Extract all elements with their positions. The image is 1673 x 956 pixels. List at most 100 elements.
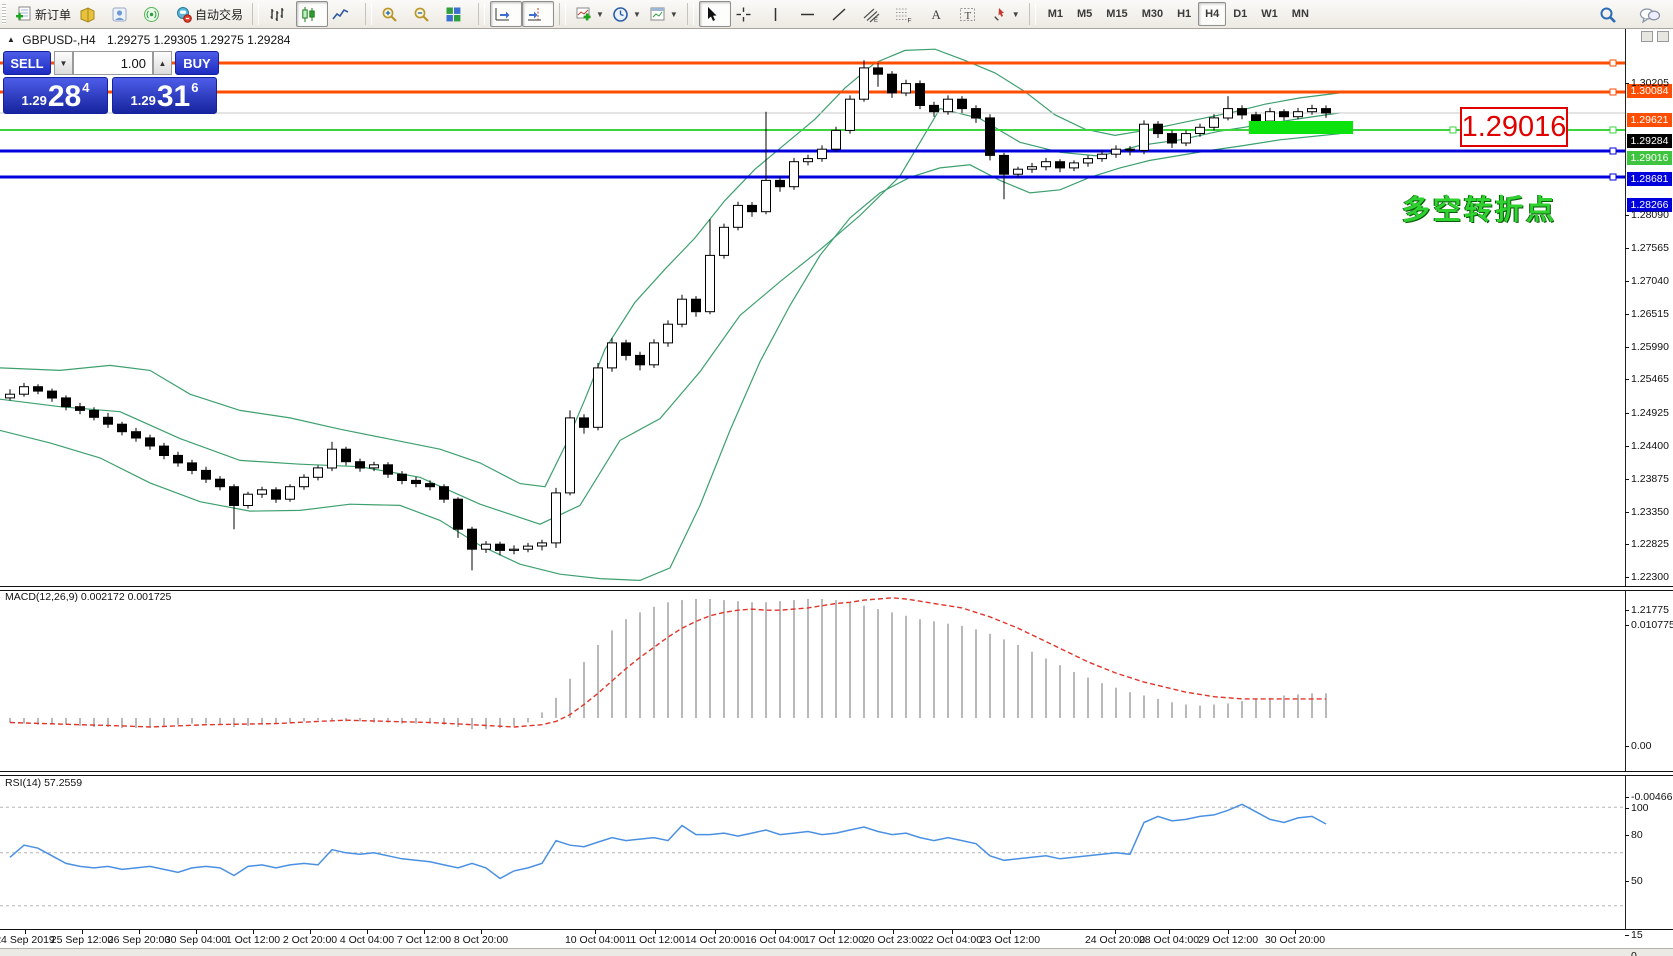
toolbar-grip[interactable]: [2, 4, 6, 24]
candle-body[interactable]: [33, 386, 43, 392]
timeframe-button-m5[interactable]: M5: [1077, 8, 1093, 20]
candle-body[interactable]: [523, 545, 533, 550]
signals-button[interactable]: [139, 1, 171, 27]
chart-plot-area[interactable]: [0, 28, 1625, 956]
candle-body[interactable]: [551, 492, 561, 544]
hline-anchor-1.28266[interactable]: [1609, 173, 1617, 181]
callout-line-anchor[interactable]: [1449, 126, 1457, 134]
buy-price-display[interactable]: 1.29 31 6: [112, 77, 217, 114]
candle-body[interactable]: [915, 83, 925, 106]
candle-body[interactable]: [201, 469, 211, 480]
candle-body[interactable]: [565, 417, 575, 494]
candle-body[interactable]: [509, 548, 519, 551]
sell-button[interactable]: SELL: [3, 51, 51, 75]
candle-body[interactable]: [453, 498, 463, 530]
candle-body[interactable]: [1223, 108, 1233, 119]
candle-body[interactable]: [145, 437, 155, 447]
period-button[interactable]: ▼: [608, 1, 645, 27]
candle-body[interactable]: [1111, 148, 1121, 155]
sell-price-display[interactable]: 1.29 28 4: [3, 77, 108, 114]
timeframe-button-m1[interactable]: M1: [1047, 8, 1063, 20]
candle-body[interactable]: [117, 423, 127, 433]
timeframe-button-d1[interactable]: D1: [1233, 8, 1248, 20]
price-tag-1.28266[interactable]: 1.28266: [1627, 198, 1672, 212]
candle-body[interactable]: [1209, 117, 1219, 128]
price-tag-1.28681[interactable]: 1.28681: [1627, 172, 1672, 186]
candle-body[interactable]: [173, 454, 183, 464]
candle-body[interactable]: [957, 98, 967, 110]
cursor-button[interactable]: [698, 1, 731, 27]
chart-close-icon[interactable]: [1657, 31, 1669, 42]
candle-body[interactable]: [75, 406, 85, 411]
candle-body[interactable]: [761, 179, 771, 213]
cn-note-text[interactable]: 多空转折点: [1402, 194, 1558, 225]
vertical-line-button[interactable]: [763, 1, 795, 27]
candle-body[interactable]: [579, 417, 589, 428]
candle-body[interactable]: [621, 342, 631, 356]
tile-windows-button[interactable]: [441, 1, 473, 27]
candle-body[interactable]: [159, 445, 169, 457]
candle-body[interactable]: [1279, 111, 1289, 118]
candle-body[interactable]: [89, 409, 99, 418]
main-macd-separator[interactable]: [0, 586, 1673, 591]
candle-body[interactable]: [383, 464, 393, 475]
timeframe-button-mn[interactable]: MN: [1291, 8, 1309, 20]
arrows-button[interactable]: ▼: [987, 1, 1024, 27]
candle-body[interactable]: [1265, 111, 1275, 122]
macd-rsi-separator[interactable]: [0, 771, 1673, 776]
community-chat-icon[interactable]: [1635, 2, 1667, 28]
fibonacci-button[interactable]: F: [891, 1, 923, 27]
candle-body[interactable]: [985, 117, 995, 156]
candle-body[interactable]: [803, 158, 813, 163]
timeframe-button-h1[interactable]: H1: [1177, 8, 1192, 20]
hline-anchor-1.30084[interactable]: [1609, 59, 1617, 67]
candle-body[interactable]: [1027, 166, 1037, 170]
candle-body[interactable]: [19, 386, 29, 395]
candle-body[interactable]: [1139, 123, 1149, 151]
candle-body[interactable]: [1251, 114, 1261, 122]
candle-body[interactable]: [1097, 153, 1107, 160]
crosshair-button[interactable]: [731, 1, 763, 27]
candle-body[interactable]: [705, 254, 715, 313]
timeframe-button-h4[interactable]: H4: [1198, 2, 1227, 26]
candle-body[interactable]: [971, 108, 981, 119]
journal-button[interactable]: [75, 1, 107, 27]
candle-body[interactable]: [649, 342, 659, 366]
candle-body[interactable]: [593, 367, 603, 428]
candle-body[interactable]: [369, 464, 379, 469]
price-tag-1.30084[interactable]: 1.30084: [1627, 84, 1672, 98]
candle-body[interactable]: [495, 543, 505, 551]
candle-body[interactable]: [5, 393, 15, 399]
hline-anchor-1.28681[interactable]: [1609, 147, 1617, 155]
candle-body[interactable]: [1307, 108, 1317, 113]
candle-body[interactable]: [467, 528, 477, 550]
chart-restore-icon[interactable]: [1641, 31, 1653, 42]
candle-body[interactable]: [831, 129, 841, 150]
hline-anchor-1.29016[interactable]: [1609, 126, 1617, 134]
candle-body[interactable]: [1293, 111, 1303, 118]
candle-body[interactable]: [635, 354, 645, 366]
candle-body[interactable]: [271, 489, 281, 500]
buy-button[interactable]: BUY: [175, 51, 219, 75]
candle-body[interactable]: [481, 543, 491, 550]
price-tag-1.29621[interactable]: 1.29621: [1627, 113, 1672, 127]
candle-body[interactable]: [425, 483, 435, 488]
auto-trading-button[interactable]: 自动交易: [171, 1, 247, 27]
candle-body[interactable]: [999, 154, 1009, 175]
candle-body[interactable]: [1013, 168, 1023, 175]
timeframe-button-m15[interactable]: M15: [1106, 8, 1128, 20]
candle-body[interactable]: [341, 448, 351, 463]
candle-body[interactable]: [215, 478, 225, 488]
candle-body[interactable]: [887, 73, 897, 94]
candle-body[interactable]: [1125, 148, 1135, 151]
collapse-triangle-icon[interactable]: ▲: [7, 35, 15, 44]
candle-body[interactable]: [313, 467, 323, 478]
candle-body[interactable]: [411, 479, 421, 484]
price-tag-1.29016[interactable]: 1.29016: [1627, 151, 1672, 165]
bar-chart-button[interactable]: [264, 1, 296, 27]
candle-body[interactable]: [187, 462, 197, 471]
candle-body[interactable]: [1041, 161, 1051, 168]
candle-body[interactable]: [61, 397, 71, 408]
equidistant-channel-button[interactable]: E: [859, 1, 891, 27]
candle-body[interactable]: [873, 67, 883, 75]
